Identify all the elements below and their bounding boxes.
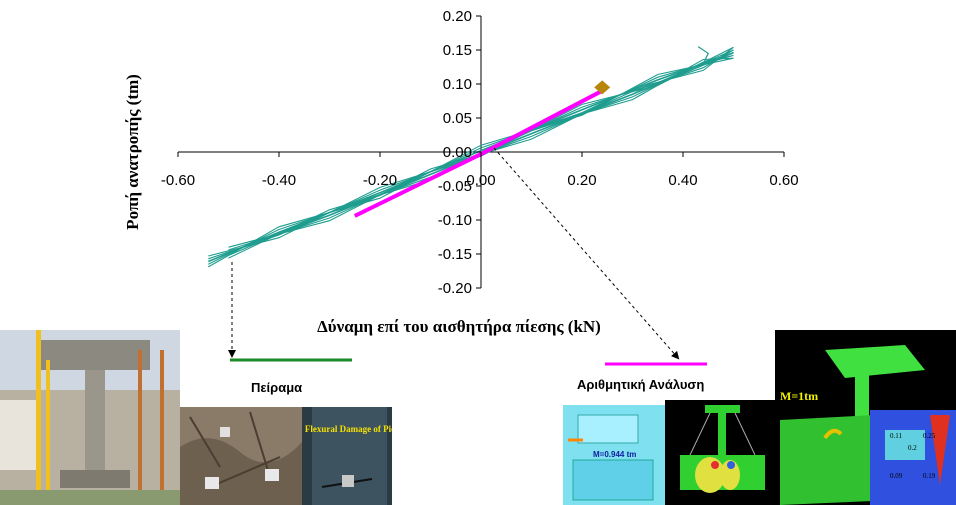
y-tick-label: -0.15 bbox=[438, 246, 472, 263]
x-tick-label: -0.60 bbox=[161, 172, 195, 189]
y-tick-label: 0.20 bbox=[443, 8, 472, 25]
x-tick-label: 0.20 bbox=[567, 172, 596, 189]
model-moment-left: M=0.944 tm bbox=[593, 450, 636, 459]
series-analysis-line bbox=[353, 89, 604, 218]
y-axis-title: Ροπή ανατροπής (tm) bbox=[123, 74, 142, 230]
series-experiment-line bbox=[208, 46, 734, 257]
x-tick-label: 0.60 bbox=[769, 172, 798, 189]
y-tick-label: 0.10 bbox=[443, 76, 472, 93]
y-tick-label: 0.00 bbox=[443, 144, 472, 161]
model-image-center bbox=[665, 400, 775, 505]
model-moment-right: M=1tm bbox=[780, 389, 818, 403]
x-tick-label: 0.40 bbox=[668, 172, 697, 189]
model-image-left: M=0.944 tm bbox=[563, 405, 665, 505]
x-tick-label: -0.40 bbox=[262, 172, 296, 189]
photo-test-setup bbox=[0, 330, 180, 505]
legend-label-analysis: Αριθμητική Ανάλυση bbox=[577, 377, 704, 392]
photo-pier-damage: Flexural Damage of Pier bbox=[302, 407, 392, 505]
chart-ticks: -0.60 -0.40 -0.20 0.00 0.20 0.40 0.60 0.20 0.15 0… bbox=[161, 8, 799, 297]
pier-annotation-text: Flexural Damage of Pier bbox=[305, 424, 392, 434]
contour-value-3: 0.2 bbox=[908, 444, 917, 452]
contour-value-2: 0.25 bbox=[923, 432, 936, 440]
contour-value-1: 0.11 bbox=[890, 432, 902, 440]
y-tick-label: -0.05 bbox=[438, 178, 472, 195]
contour-value-5: 0.19 bbox=[923, 472, 936, 480]
series-experiment-tail bbox=[697, 46, 710, 64]
peak-marker bbox=[594, 80, 611, 95]
callout-arrow-analysis bbox=[493, 147, 680, 360]
x-tick-label: 0.00 bbox=[466, 172, 495, 189]
contour-value-4: 0.09 bbox=[890, 472, 903, 480]
y-tick-label: 0.05 bbox=[443, 110, 472, 127]
y-tick-label: -0.10 bbox=[438, 212, 472, 229]
y-tick-label: -0.20 bbox=[438, 280, 472, 297]
y-tick-label: 0.15 bbox=[443, 42, 472, 59]
series-experiment-line bbox=[207, 51, 734, 263]
legend-label-experiment: Πείραμα bbox=[251, 380, 302, 395]
x-axis-title: Δύναμη επί του αισθητήρα πίεσης (kN) bbox=[317, 317, 601, 336]
model-image-right: M=1tm 0.11 0.25 0.2 0.09 0.19 bbox=[775, 330, 956, 505]
photo-damage-closeup bbox=[180, 407, 302, 505]
x-tick-label: -0.20 bbox=[363, 172, 397, 189]
